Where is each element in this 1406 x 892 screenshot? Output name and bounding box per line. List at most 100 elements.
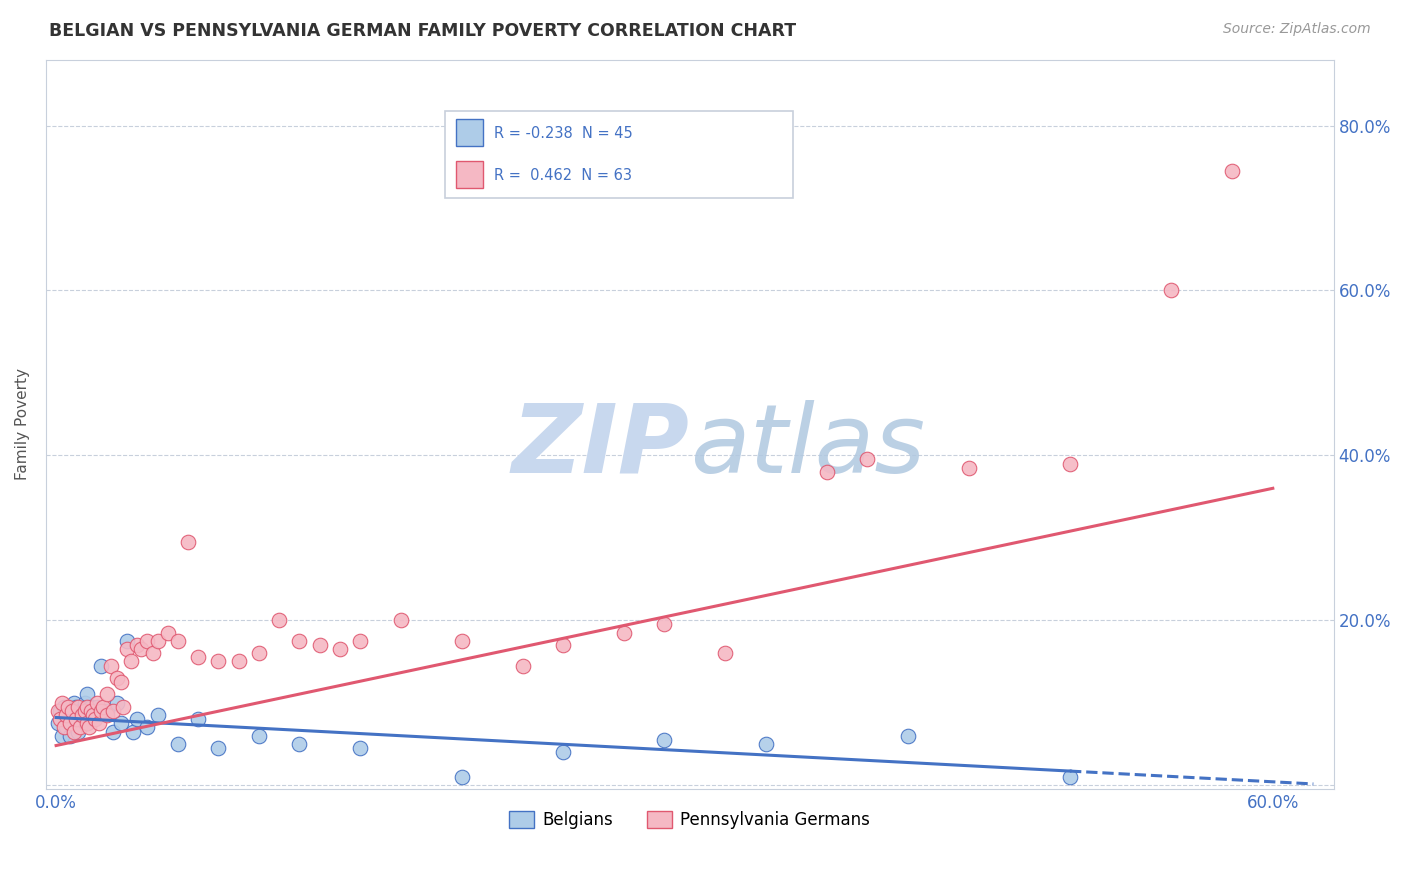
Point: [82, 708, 104, 723]
Point: [127, 638, 149, 652]
Point: [815, 465, 838, 479]
Point: [100, 658, 122, 673]
Point: [53, 720, 76, 734]
Point: [654, 617, 676, 632]
Point: [288, 633, 311, 648]
Point: [228, 655, 250, 669]
Point: [76, 716, 98, 731]
Point: [349, 633, 371, 648]
Point: [67, 699, 90, 714]
Point: [156, 625, 179, 640]
Point: [136, 633, 159, 648]
Point: [76, 716, 98, 731]
Point: [96, 687, 118, 701]
Point: [46, 704, 69, 718]
Point: [166, 737, 188, 751]
Point: [957, 460, 980, 475]
Legend: Belgians, Pennsylvania Germans: Belgians, Pennsylvania Germans: [503, 804, 877, 836]
Point: [1059, 457, 1081, 471]
Text: ZIP: ZIP: [512, 400, 690, 492]
Point: [450, 770, 472, 784]
Point: [177, 535, 200, 549]
Point: [288, 737, 311, 751]
Point: [59, 716, 82, 731]
Point: [96, 704, 118, 718]
Point: [308, 638, 330, 652]
Point: [136, 720, 159, 734]
Point: [46, 716, 69, 731]
Point: [122, 724, 145, 739]
Point: [55, 708, 77, 723]
Point: [389, 613, 412, 627]
Point: [142, 646, 165, 660]
Point: [65, 712, 87, 726]
Point: [129, 642, 152, 657]
Point: [73, 696, 96, 710]
Point: [65, 720, 87, 734]
Point: [76, 687, 98, 701]
Point: [897, 729, 920, 743]
Point: [247, 646, 270, 660]
Text: BELGIAN VS PENNSYLVANIA GERMAN FAMILY POVERTY CORRELATION CHART: BELGIAN VS PENNSYLVANIA GERMAN FAMILY PO…: [49, 22, 796, 40]
Point: [146, 708, 169, 723]
Point: [72, 712, 94, 726]
Point: [86, 699, 108, 714]
Point: [51, 696, 73, 710]
Point: [67, 724, 90, 739]
Point: [69, 704, 91, 718]
Point: [1059, 770, 1081, 784]
Point: [269, 613, 291, 627]
Point: [86, 696, 108, 710]
Point: [1220, 164, 1243, 178]
Point: [110, 716, 132, 731]
Point: [654, 732, 676, 747]
Text: atlas: atlas: [690, 400, 925, 492]
Point: [82, 712, 104, 726]
Point: [120, 655, 142, 669]
Point: [115, 642, 138, 657]
Point: [105, 671, 128, 685]
Point: [349, 741, 371, 756]
Point: [49, 712, 72, 726]
Point: [1160, 284, 1182, 298]
Point: [714, 646, 737, 660]
Point: [53, 699, 76, 714]
Point: [187, 712, 209, 726]
Point: [69, 720, 91, 734]
Point: [58, 699, 80, 714]
Point: [60, 712, 83, 726]
Point: [512, 658, 534, 673]
Point: [551, 745, 574, 759]
Point: [112, 699, 135, 714]
Point: [55, 720, 77, 734]
Point: [60, 704, 83, 718]
Point: [79, 699, 101, 714]
Point: [90, 704, 112, 718]
Point: [96, 708, 118, 723]
Point: [79, 704, 101, 718]
Point: [551, 638, 574, 652]
Point: [101, 724, 124, 739]
Point: [207, 741, 229, 756]
Point: [247, 729, 270, 743]
Point: [87, 716, 110, 731]
Point: [59, 729, 82, 743]
Point: [49, 704, 72, 718]
Point: [166, 633, 188, 648]
Point: [613, 625, 636, 640]
Point: [207, 655, 229, 669]
Point: [856, 452, 879, 467]
Point: [76, 699, 98, 714]
Point: [115, 633, 138, 648]
Point: [55, 708, 77, 723]
Point: [51, 729, 73, 743]
Point: [59, 704, 82, 718]
Point: [65, 699, 87, 714]
Point: [72, 708, 94, 723]
Point: [91, 699, 114, 714]
Point: [63, 696, 86, 710]
Point: [58, 699, 80, 714]
Point: [187, 650, 209, 665]
Point: [101, 704, 124, 718]
Point: [450, 633, 472, 648]
